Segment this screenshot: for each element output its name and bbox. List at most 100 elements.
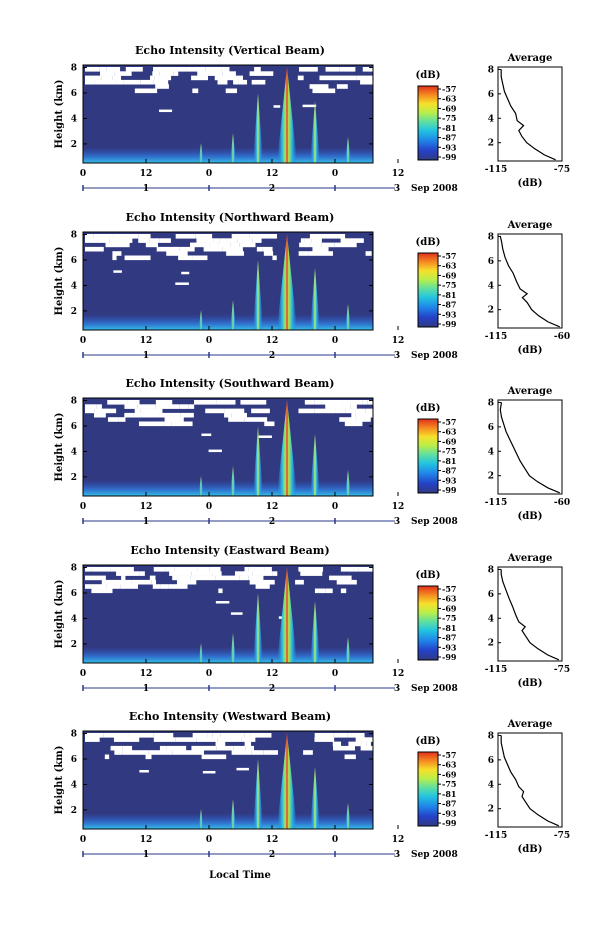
no-data-cell <box>166 745 187 751</box>
no-data-cell <box>134 408 141 414</box>
no-data-cell <box>93 234 114 239</box>
echo-plume <box>277 567 297 663</box>
echo-plume <box>310 434 320 496</box>
colorbar-unit: (dB) <box>416 237 441 248</box>
no-data-cell <box>238 75 243 81</box>
no-data-cell <box>123 79 141 85</box>
y-axis: 2 4 6 8 <box>71 64 373 150</box>
colorbar-tick-label: -63 <box>442 594 457 604</box>
no-data-cell <box>85 408 95 414</box>
profile-y-tick-label: 4 <box>488 114 494 124</box>
no-data-cell <box>192 733 208 738</box>
no-data-cell <box>215 741 226 747</box>
colorbar-tick-label: -63 <box>442 427 457 437</box>
no-data-cell <box>332 741 342 747</box>
no-data-cell <box>254 67 261 72</box>
no-data-cell <box>329 575 352 581</box>
profile-x-tick-label: -60 <box>554 332 570 342</box>
no-data-cell <box>94 79 116 85</box>
no-data-cell <box>85 246 104 252</box>
echo-plume <box>198 643 204 663</box>
no-data-cell <box>197 71 223 76</box>
echo-plume <box>310 601 320 663</box>
day-tick-label: 2 <box>269 184 275 194</box>
colorbar-tick-label: -87 <box>442 466 456 476</box>
date-label: Sep 2008 <box>411 684 458 694</box>
no-data-cell <box>203 246 223 252</box>
no-data-cell <box>238 79 248 85</box>
no-data-cell <box>231 750 252 755</box>
colorbar-tick-label: -63 <box>442 760 457 770</box>
no-data-cell <box>248 575 264 581</box>
no-data-cell <box>263 71 274 76</box>
no-data-cell <box>106 67 121 72</box>
profile-x-tick-label: -115 <box>485 498 508 508</box>
x-tick-label: 0 <box>332 502 338 512</box>
no-data-cell <box>94 412 106 418</box>
colorbar-tick-label: -57 <box>442 584 456 594</box>
echo-plume <box>277 67 297 163</box>
colorbar: (dB)-57-63-69-75-81-87-93-99 <box>416 70 457 162</box>
no-data-cell <box>85 234 94 239</box>
echo-plume <box>198 143 204 163</box>
no-data-region <box>85 234 372 285</box>
colorbar: (dB)-57-63-69-75-81-87-93-99 <box>416 237 457 329</box>
x-tick-label: 12 <box>266 169 279 179</box>
colorbar-tick-label: -69 <box>442 769 457 779</box>
echo-plume <box>277 733 297 829</box>
no-data-cell <box>181 271 190 275</box>
y-tick-label: 4 <box>71 281 77 291</box>
no-data-cell <box>216 400 236 405</box>
profile-x-label: (dB) <box>518 178 543 189</box>
profile-y-tick-label: 4 <box>488 281 494 291</box>
no-data-cell <box>124 404 138 409</box>
no-data-cell <box>249 234 261 239</box>
no-data-cell <box>358 567 373 572</box>
y-tick-label: 4 <box>71 447 77 457</box>
no-data-cell <box>308 251 333 256</box>
no-data-cell <box>222 71 236 76</box>
y-axis-label: Height (km) <box>54 80 65 149</box>
no-data-cell <box>113 234 139 239</box>
no-data-cell <box>334 242 357 248</box>
no-data-cell <box>85 404 97 409</box>
x-tick-label: 12 <box>140 336 153 346</box>
colorbar-tick-label: -99 <box>442 485 457 495</box>
echo-plume <box>345 637 351 663</box>
no-data-cell <box>156 246 180 252</box>
no-data-cell <box>356 417 371 422</box>
no-data-cell <box>201 754 227 760</box>
no-data-cell <box>218 588 223 594</box>
no-data-cell <box>215 575 240 581</box>
no-data-cell <box>321 242 335 248</box>
no-data-cell <box>239 242 256 248</box>
no-data-cell <box>159 238 171 243</box>
y-tick-label: 6 <box>71 89 77 99</box>
no-data-cell <box>272 571 278 576</box>
no-data-cell <box>366 741 371 747</box>
no-data-cell <box>101 75 113 81</box>
no-data-cell <box>174 567 198 572</box>
day-tick-label: 2 <box>269 850 275 860</box>
profile-curve <box>500 69 556 161</box>
x-tick-label: 12 <box>140 835 153 845</box>
profile-frame <box>497 233 563 329</box>
profile-x-tick-label: -115 <box>485 831 508 841</box>
no-data-cell <box>300 238 305 243</box>
x-tick-label: 12 <box>140 669 153 679</box>
average-profile: Average 2 4 6 8 -115 -75 (dB) <box>485 719 570 855</box>
no-data-cell <box>101 579 107 585</box>
no-data-cell <box>263 251 274 256</box>
no-data-cell <box>110 745 123 751</box>
colorbar-tick-label: -99 <box>442 652 457 662</box>
x-tick-label: 0 <box>80 169 86 179</box>
no-data-cell <box>304 238 312 243</box>
no-data-cell <box>230 242 240 248</box>
no-data-cell <box>153 567 166 572</box>
colorbar-tick-label: -57 <box>442 750 456 760</box>
x-tick-label: 12 <box>266 835 279 845</box>
no-data-cell <box>103 733 129 738</box>
no-data-cell <box>231 412 247 418</box>
x-tick-label: 0 <box>80 502 86 512</box>
no-data-cell <box>164 421 172 427</box>
